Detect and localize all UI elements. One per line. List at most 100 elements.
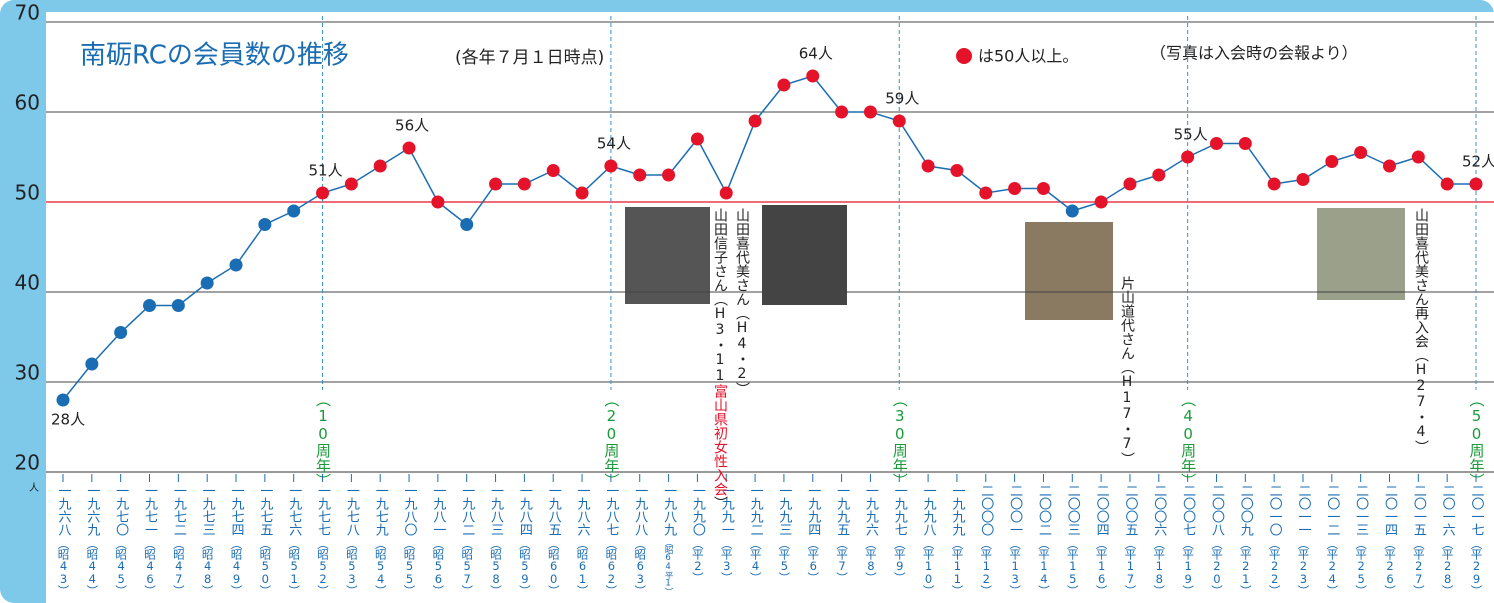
- data-point: [85, 358, 98, 371]
- era-label: （昭60）: [547, 538, 561, 596]
- data-label: 28人: [51, 411, 85, 429]
- x-tick-label: 一九八八: [632, 484, 648, 536]
- era-label: （平22）: [1268, 538, 1282, 596]
- era-label: （平7）: [835, 538, 849, 583]
- y-tick-label: 60: [15, 91, 40, 115]
- x-tick-label: 一九六八: [56, 484, 72, 536]
- era-label: （平12）: [979, 538, 993, 596]
- photo: [762, 205, 847, 305]
- era-label: （平28）: [1441, 538, 1455, 596]
- anniversary-label: （50周年）: [1468, 392, 1486, 488]
- era-label: （平4）: [749, 538, 763, 583]
- era-label: （平25）: [1354, 538, 1368, 596]
- data-label: 54人: [597, 135, 631, 153]
- era-label: （平20）: [1210, 538, 1224, 596]
- era-label: （昭50）: [258, 538, 272, 596]
- era-label: （昭49）: [230, 538, 244, 596]
- data-point: [172, 299, 185, 312]
- era-label: （平10）: [922, 538, 936, 596]
- era-label: （平14）: [1037, 538, 1051, 596]
- x-tick-label: 二〇〇四: [1094, 484, 1110, 536]
- data-point: [633, 169, 646, 182]
- x-tick-label: 二〇〇三: [1065, 484, 1081, 536]
- x-tick-label: 一九八一: [430, 484, 446, 536]
- x-tick-label: 二〇一六: [1440, 484, 1456, 536]
- era-label: （平26）: [1383, 538, 1397, 596]
- data-point: [950, 164, 963, 177]
- y-tick-label: 70: [15, 1, 40, 25]
- legend-text: は50人以上。: [978, 47, 1078, 66]
- data-label: 55人: [1174, 126, 1208, 144]
- x-tick-label: 一九九四: [805, 484, 821, 536]
- legend-marker: [956, 48, 972, 64]
- era-label: （昭62）: [604, 538, 618, 596]
- era-label: （平27）: [1412, 538, 1426, 596]
- era-label: （昭48）: [201, 538, 215, 596]
- y-tick-label: 40: [15, 271, 40, 295]
- era-label: （平29）: [1470, 538, 1484, 596]
- data-point: [576, 187, 589, 200]
- data-point: [777, 79, 790, 92]
- caption-part: 片山道代さん（H17・7）: [1119, 276, 1135, 466]
- x-tick-label: 一九九〇: [690, 484, 706, 536]
- era-label: （平17）: [1123, 538, 1137, 596]
- x-tick-label: 一九七九: [373, 484, 389, 537]
- caption-part: 山田信子さん（H3・11: [712, 208, 728, 384]
- era-label: （平15）: [1066, 538, 1080, 596]
- data-point: [258, 218, 271, 231]
- data-point: [864, 106, 877, 119]
- x-tick-label: 一九九六: [863, 484, 879, 536]
- x-tick-label: 二〇〇〇: [978, 484, 994, 536]
- data-point: [201, 277, 214, 290]
- photo: [1317, 208, 1405, 300]
- era-label: （平3）: [720, 538, 734, 583]
- era-label: （平2）: [691, 538, 705, 583]
- photo-caption: 山田喜代美さん再入会（H27・4）: [1413, 208, 1429, 454]
- data-point: [1412, 151, 1425, 164]
- x-tick-label: 一九九三: [776, 484, 792, 536]
- era-label: （昭59）: [518, 538, 532, 596]
- x-tick-label: 二〇〇五: [1122, 484, 1138, 536]
- data-point: [835, 106, 848, 119]
- y-unit: 人: [29, 482, 39, 494]
- anniversary-label: （40周年）: [1179, 392, 1197, 488]
- caption-part: 山田喜代美さん再入会（H27・4）: [1413, 208, 1429, 454]
- x-tick-label: 一九七七: [315, 484, 331, 536]
- era-label: （平5）: [777, 538, 791, 583]
- data-point: [662, 169, 675, 182]
- anniversary-label: （30周年）: [891, 392, 909, 488]
- data-point: [287, 205, 300, 218]
- x-tick-label: 二〇〇九: [1238, 484, 1254, 537]
- x-tick-label: 二〇一一: [1295, 484, 1311, 536]
- chart-subtitle: (各年７月１日時点): [455, 48, 604, 68]
- x-tick-label: 一九八〇: [402, 484, 418, 536]
- data-point: [431, 196, 444, 209]
- era-label: （平24）: [1325, 538, 1339, 596]
- note: （写真は入会時の会報より）: [1150, 44, 1358, 63]
- era-label: （平21）: [1239, 538, 1253, 596]
- data-point: [1008, 182, 1021, 195]
- data-point: [1296, 173, 1309, 186]
- x-tick-label: 一九六九: [84, 484, 100, 537]
- data-point: [1354, 146, 1367, 159]
- x-tick-label: 一九九五: [834, 484, 850, 536]
- data-point: [460, 218, 473, 231]
- x-tick-label: 一九九七: [892, 484, 908, 536]
- era-label: （平6）: [806, 538, 820, 583]
- photo-caption: 山田喜代美さん（H4・2）: [734, 208, 750, 396]
- y-tick-label: 50: [15, 181, 40, 205]
- x-tick-label: 二〇一七: [1469, 484, 1485, 536]
- data-point: [1325, 155, 1338, 168]
- x-tick-label: 二〇〇七: [1180, 484, 1196, 536]
- x-tick-label: 一九七三: [200, 484, 216, 536]
- caption-part: 山田喜代美さん（H4・2）: [734, 208, 750, 396]
- x-tick-label: 一九八四: [517, 484, 533, 536]
- data-point: [230, 259, 243, 272]
- data-point: [374, 160, 387, 173]
- era-label: （平18）: [1152, 538, 1166, 596]
- y-tick-label: 30: [15, 361, 40, 385]
- data-point: [1239, 137, 1252, 150]
- data-point: [1210, 137, 1223, 150]
- era-label: （昭45）: [114, 538, 128, 596]
- chart: 南砺RCの会員数の推移 (各年７月１日時点) は50人以上。 （写真は入会時の会…: [0, 0, 1494, 603]
